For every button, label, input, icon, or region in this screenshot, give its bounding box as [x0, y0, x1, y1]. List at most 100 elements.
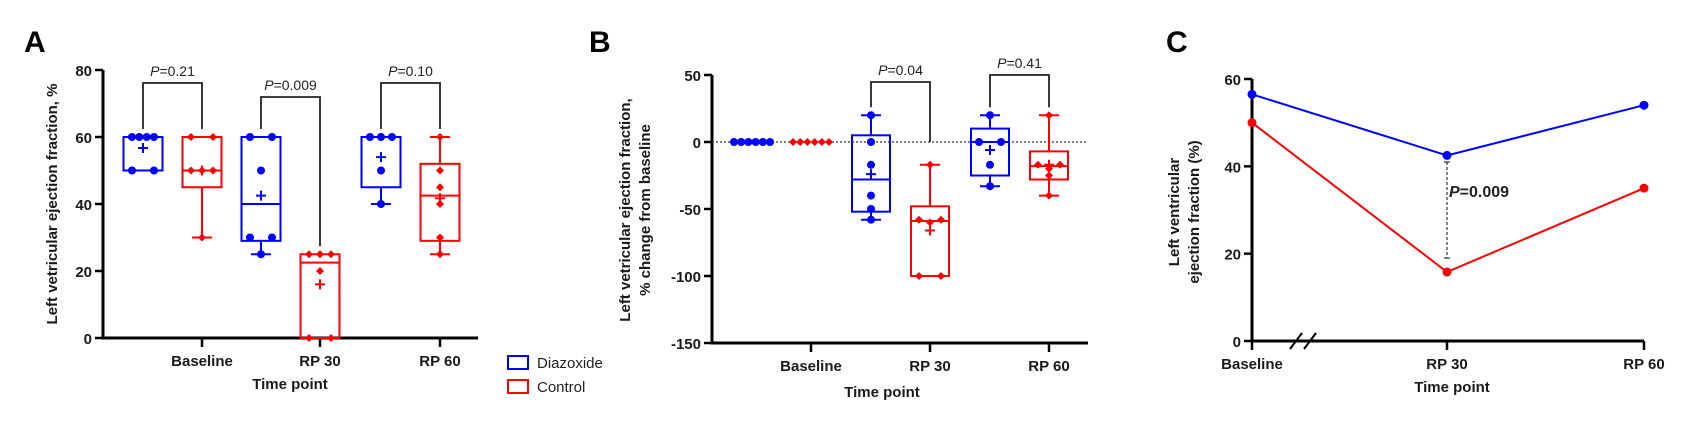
y-tick-label: 40	[1224, 159, 1241, 176]
panel-b-plot-area	[712, 111, 1088, 280]
data-point-circle	[377, 133, 385, 141]
significance-bracket	[870, 81, 931, 142]
box-diazoxide-rp30	[851, 111, 891, 224]
data-point-circle	[867, 215, 875, 224]
series-point-diazoxide	[1247, 89, 1257, 99]
data-point-diamond	[1045, 164, 1053, 173]
legend-swatch-control	[507, 379, 529, 394]
data-point-diamond	[796, 138, 805, 146]
mean-marker-plus	[315, 279, 325, 290]
data-point-circle	[268, 233, 276, 242]
data-point-diamond	[825, 138, 833, 146]
y-tick-label: 0	[693, 135, 701, 152]
box-control-baseline	[789, 138, 833, 146]
p-value-label: P=0.41	[997, 55, 1042, 71]
p-value-label: P=0.009	[1449, 184, 1509, 201]
mean-marker-plus	[376, 152, 386, 163]
panel-c-x-ticks: Baseline RP 30 RP 60	[1221, 339, 1665, 373]
data-point-circle	[975, 138, 983, 146]
mean-marker-plus	[256, 190, 266, 201]
data-point-diamond	[937, 215, 945, 224]
panel-b-y-ticks: -150 -100 -50 0 50	[671, 68, 714, 353]
data-point-diamond	[187, 133, 195, 141]
p-value-label: P=0.04	[878, 62, 923, 78]
box-iqr	[970, 127, 1010, 177]
y-tick-label: 20	[75, 264, 92, 281]
box-diazoxide-baseline	[730, 138, 774, 146]
x-tick-label: RP 30	[1426, 356, 1467, 373]
legend-item-diazoxide: Diazoxide	[507, 355, 603, 372]
p-value-label: P=0.10	[388, 63, 433, 79]
data-point-diamond	[316, 250, 324, 259]
series-point-control	[1442, 267, 1452, 277]
data-point-circle	[135, 133, 144, 141]
data-point-diamond	[198, 233, 206, 242]
y-tick-label: 0	[1233, 334, 1241, 351]
data-point-diamond	[1045, 171, 1053, 180]
data-point-diamond	[926, 160, 934, 169]
data-point-circle	[867, 160, 875, 169]
y-tick-label: -50	[679, 202, 701, 219]
legend-label-control: Control	[537, 379, 585, 396]
panel-b-y-axis-title-line1: Left vetricular ejection fraction,	[617, 98, 634, 321]
x-tick-label: RP 30	[299, 353, 340, 370]
panel-a-x-axis-title: Time point	[252, 376, 328, 393]
data-point-diamond	[436, 166, 444, 175]
panel-b: B Left vetricular ejection fraction, % c…	[589, 26, 1088, 401]
panel-c-y-axis-title-line1: Left ventricular	[1166, 158, 1183, 267]
panel-b-x-ticks: Baseline RP 30 RP 60	[710, 341, 1088, 375]
data-point-diamond	[209, 166, 217, 175]
panel-a: A Left vetricular ejection fraction, % T…	[24, 26, 478, 393]
p-value-label: P=0.009	[264, 77, 317, 93]
data-point-diamond	[327, 334, 335, 342]
data-point-circle	[246, 233, 254, 242]
data-point-circle	[268, 133, 276, 141]
box-diazoxide-rp60	[360, 133, 402, 208]
data-point-circle	[377, 166, 385, 175]
x-tick-label: Baseline	[171, 353, 233, 370]
series-point-control	[1639, 183, 1649, 193]
data-point-diamond	[1045, 111, 1053, 120]
panel-a-x-ticks: Baseline RP 30 RP 60	[101, 336, 478, 370]
data-point-diamond	[436, 183, 444, 192]
data-point-diamond	[789, 138, 797, 146]
data-point-circle	[867, 138, 875, 146]
y-tick-label: 50	[684, 68, 701, 85]
data-point-circle	[388, 133, 396, 141]
data-point-diamond	[926, 218, 934, 227]
panel-a-y-axis-title: Left vetricular ejection fraction, %	[44, 84, 61, 325]
panel-c-y-axis-title-line2: ejection fraction (%)	[1186, 140, 1203, 283]
y-tick-label: 60	[1224, 72, 1241, 89]
box-control-rp30	[299, 250, 341, 342]
box-iqr	[240, 136, 282, 242]
data-point-circle	[257, 250, 265, 259]
panel-b-x-axis-title: Time point	[844, 384, 920, 401]
x-tick-label: RP 60	[1623, 356, 1664, 373]
panel-c-x-axis-title: Time point	[1414, 379, 1490, 396]
data-point-diamond	[436, 250, 444, 259]
data-point-diamond	[1034, 160, 1042, 169]
panel-c-plot-area: P=0.009	[1247, 89, 1649, 350]
data-point-diamond	[436, 200, 444, 208]
data-point-circle	[142, 133, 151, 141]
box-control-rp30	[910, 160, 950, 280]
mean-marker-plus	[866, 169, 876, 180]
box-control-rp60	[419, 133, 461, 259]
data-point-circle	[257, 166, 265, 175]
panel-label-c: C	[1166, 26, 1188, 59]
series-point-diazoxide	[1639, 100, 1649, 110]
mean-marker-plus	[985, 145, 995, 156]
panel-c-y-ticks: 0 20 40 60	[1224, 72, 1254, 351]
data-point-diamond	[915, 215, 923, 224]
x-tick-label: RP 60	[1028, 358, 1069, 375]
box-iqr	[910, 205, 950, 278]
legend-swatch-diazoxide	[507, 355, 529, 370]
data-point-diamond	[803, 138, 812, 146]
data-point-diamond	[305, 334, 313, 342]
data-point-diamond	[436, 233, 444, 242]
y-tick-label: 80	[75, 63, 92, 80]
data-point-circle	[128, 166, 136, 175]
box-iqr	[122, 136, 164, 172]
data-point-circle	[730, 138, 738, 146]
data-point-circle	[997, 138, 1005, 146]
